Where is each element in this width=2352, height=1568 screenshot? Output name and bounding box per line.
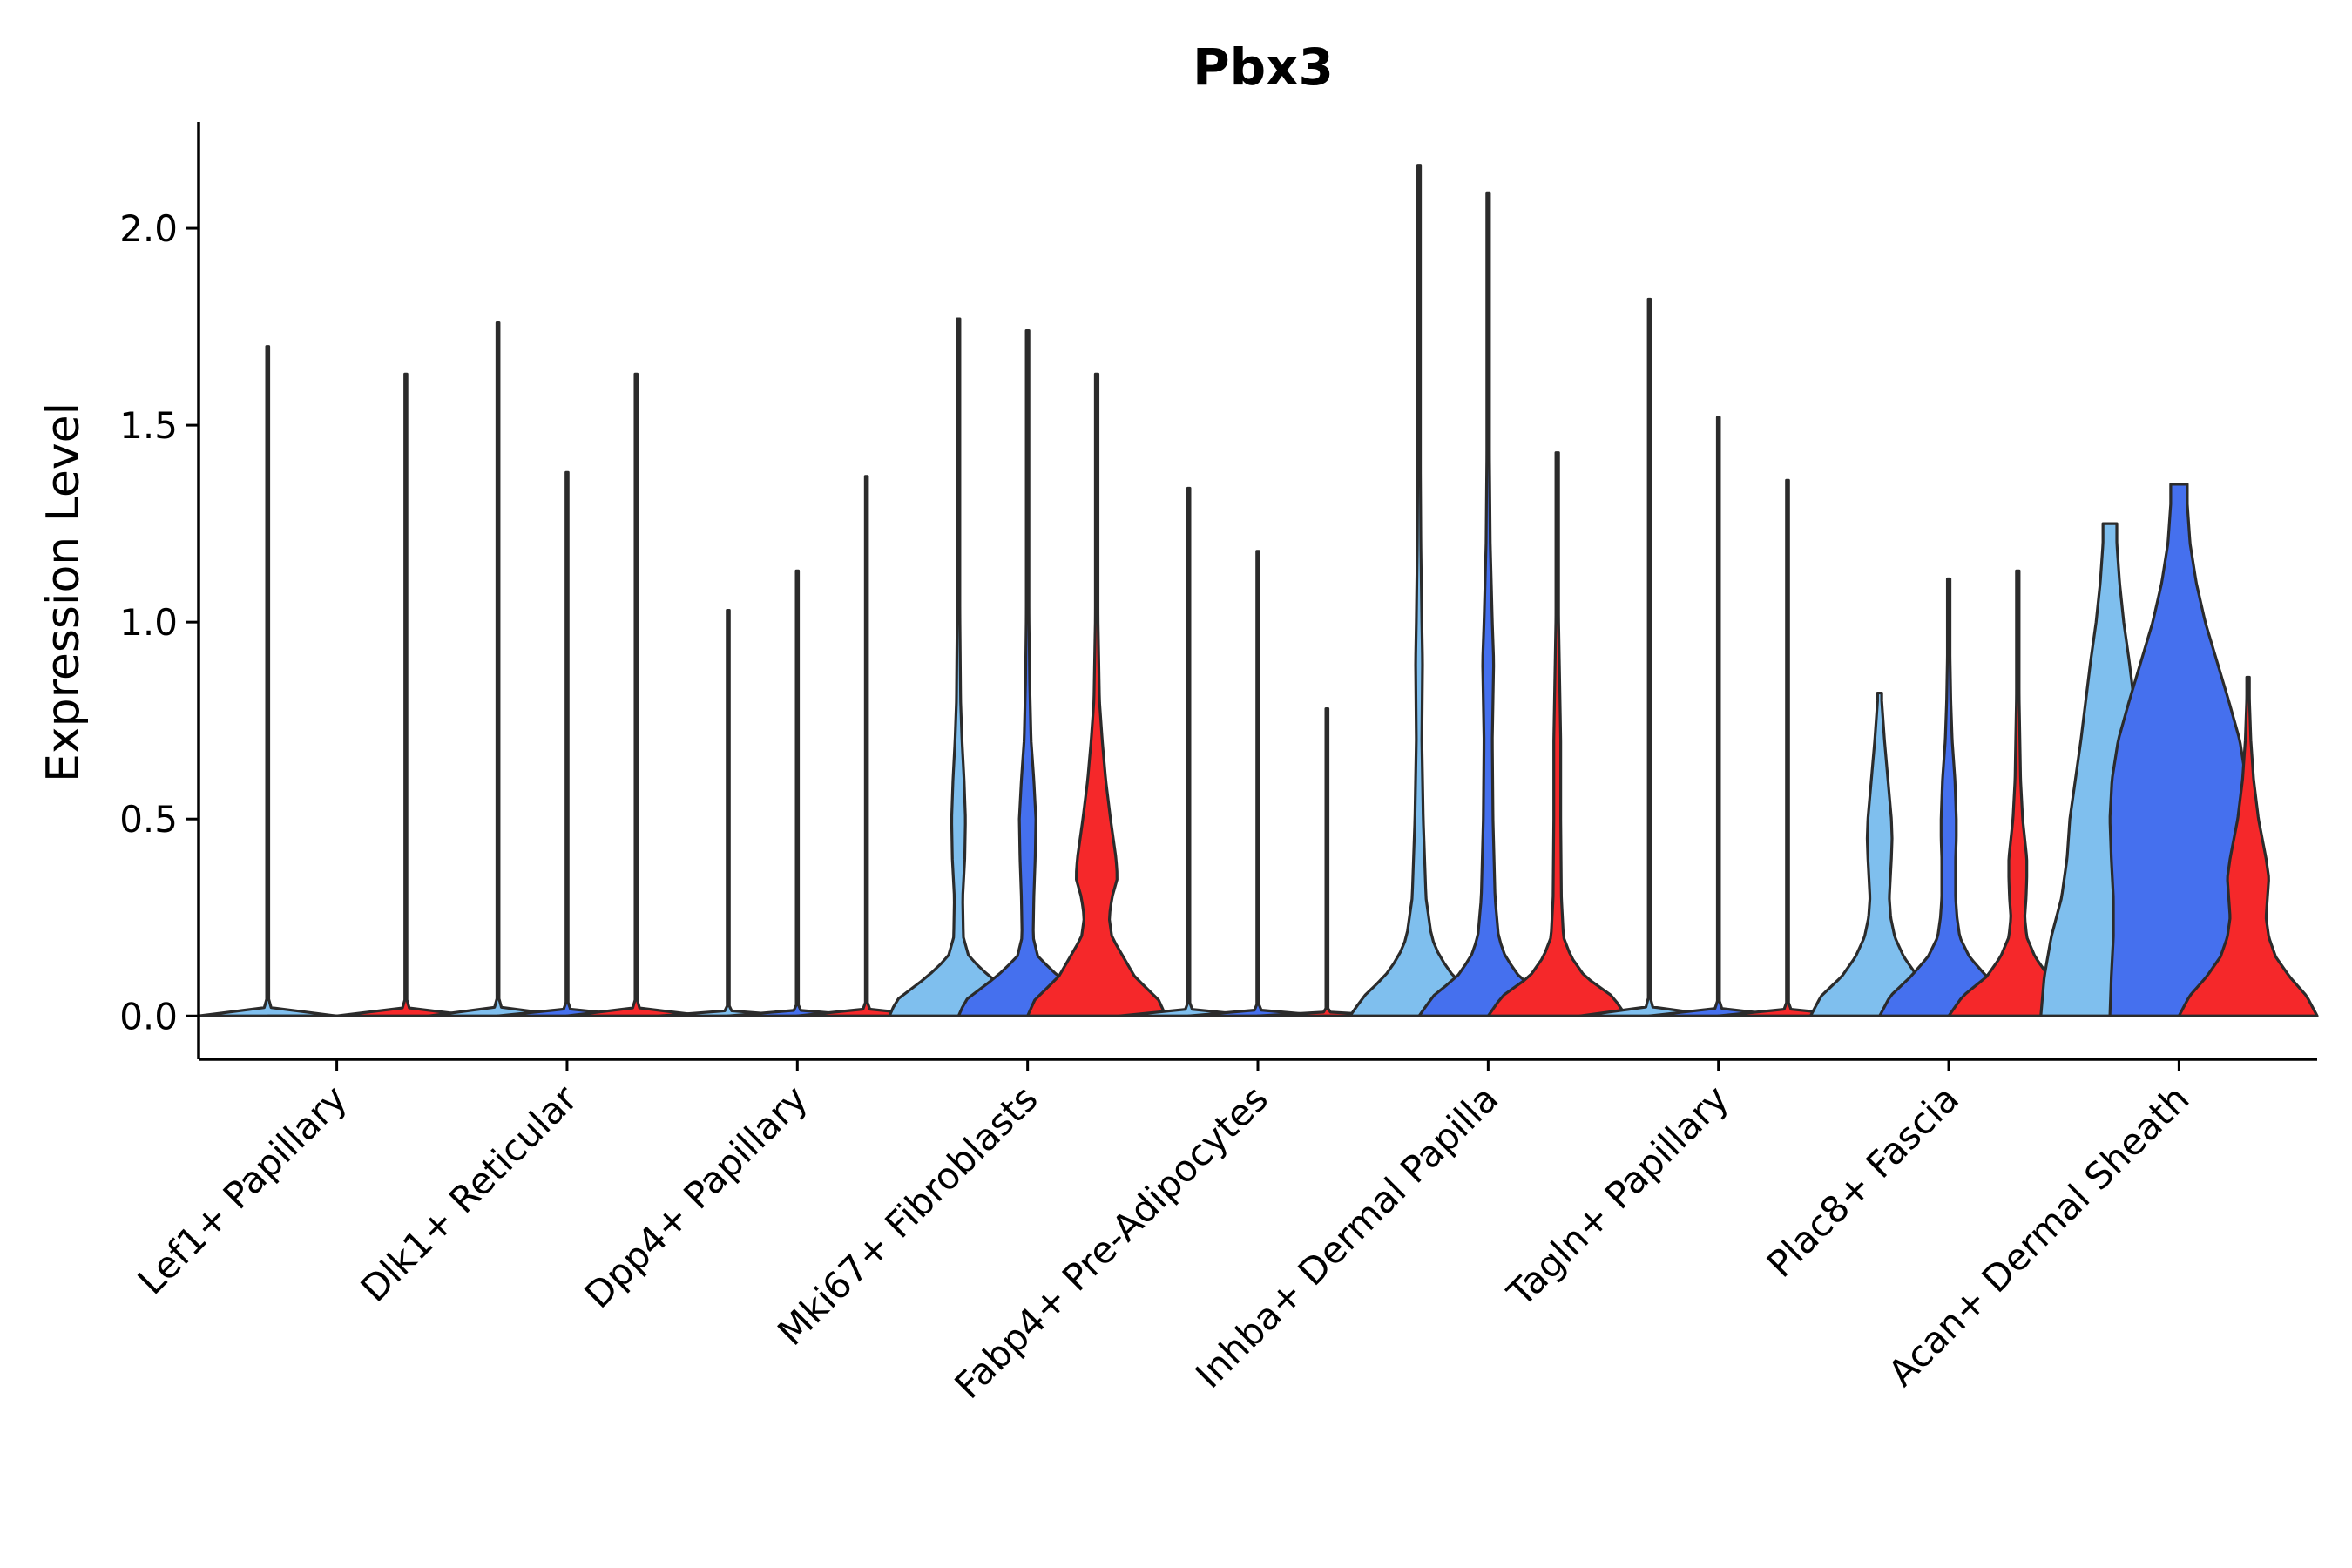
violin-4-1 — [888, 317, 1030, 1017]
y-axis-label: Expression Level — [37, 402, 90, 782]
x-tick-label: Plac8+ Fascia — [1759, 1077, 1967, 1285]
violin-6-1 — [1348, 164, 1490, 1017]
violin-2-1 — [427, 321, 569, 1017]
violins-layer — [197, 164, 2319, 1017]
violin-5-3 — [1256, 707, 1398, 1017]
x-tick-label: Dpp4+ Papillary — [577, 1077, 816, 1316]
violin-2-3 — [565, 372, 707, 1017]
y-tick-label: 2.0 — [119, 207, 178, 250]
violin-1-1 — [197, 345, 339, 1017]
violin-2-2 — [497, 470, 638, 1017]
x-tick-label: Dlk1+ Reticular — [353, 1077, 586, 1310]
x-tick-label: Mki67+ Fibroblasts — [769, 1077, 1045, 1353]
violin-6-2 — [1417, 191, 1559, 1017]
y-tick-label: 0.5 — [119, 798, 178, 841]
violin-3-3 — [795, 475, 937, 1017]
violin-8-3 — [1947, 569, 2089, 1017]
y-tick-label: 1.5 — [119, 404, 178, 447]
violin-5-2 — [1187, 550, 1328, 1017]
violin-6-3 — [1486, 451, 1628, 1017]
violin-1-3 — [335, 372, 476, 1017]
y-tick-label: 1.0 — [119, 601, 178, 644]
violin-4-3 — [1026, 372, 1167, 1017]
violin-7-2 — [1647, 416, 1789, 1017]
violin-9-3 — [2177, 675, 2319, 1017]
violin-8-1 — [1808, 691, 1950, 1017]
chart-title: Pbx3 — [1193, 37, 1334, 97]
violin-8-2 — [1878, 577, 2019, 1017]
violin-7-1 — [1578, 297, 1720, 1017]
y-tick-label: 0.0 — [119, 995, 178, 1037]
violin-5-1 — [1118, 486, 1260, 1017]
violin-3-1 — [658, 609, 799, 1017]
x-tick-label: Lef1+ Papillary — [130, 1077, 355, 1302]
violin-3-2 — [727, 569, 868, 1017]
violin-4-2 — [956, 329, 1098, 1017]
violin-7-3 — [1717, 478, 1858, 1017]
x-tick-label: Tagln+ Papillary — [1498, 1077, 1736, 1315]
